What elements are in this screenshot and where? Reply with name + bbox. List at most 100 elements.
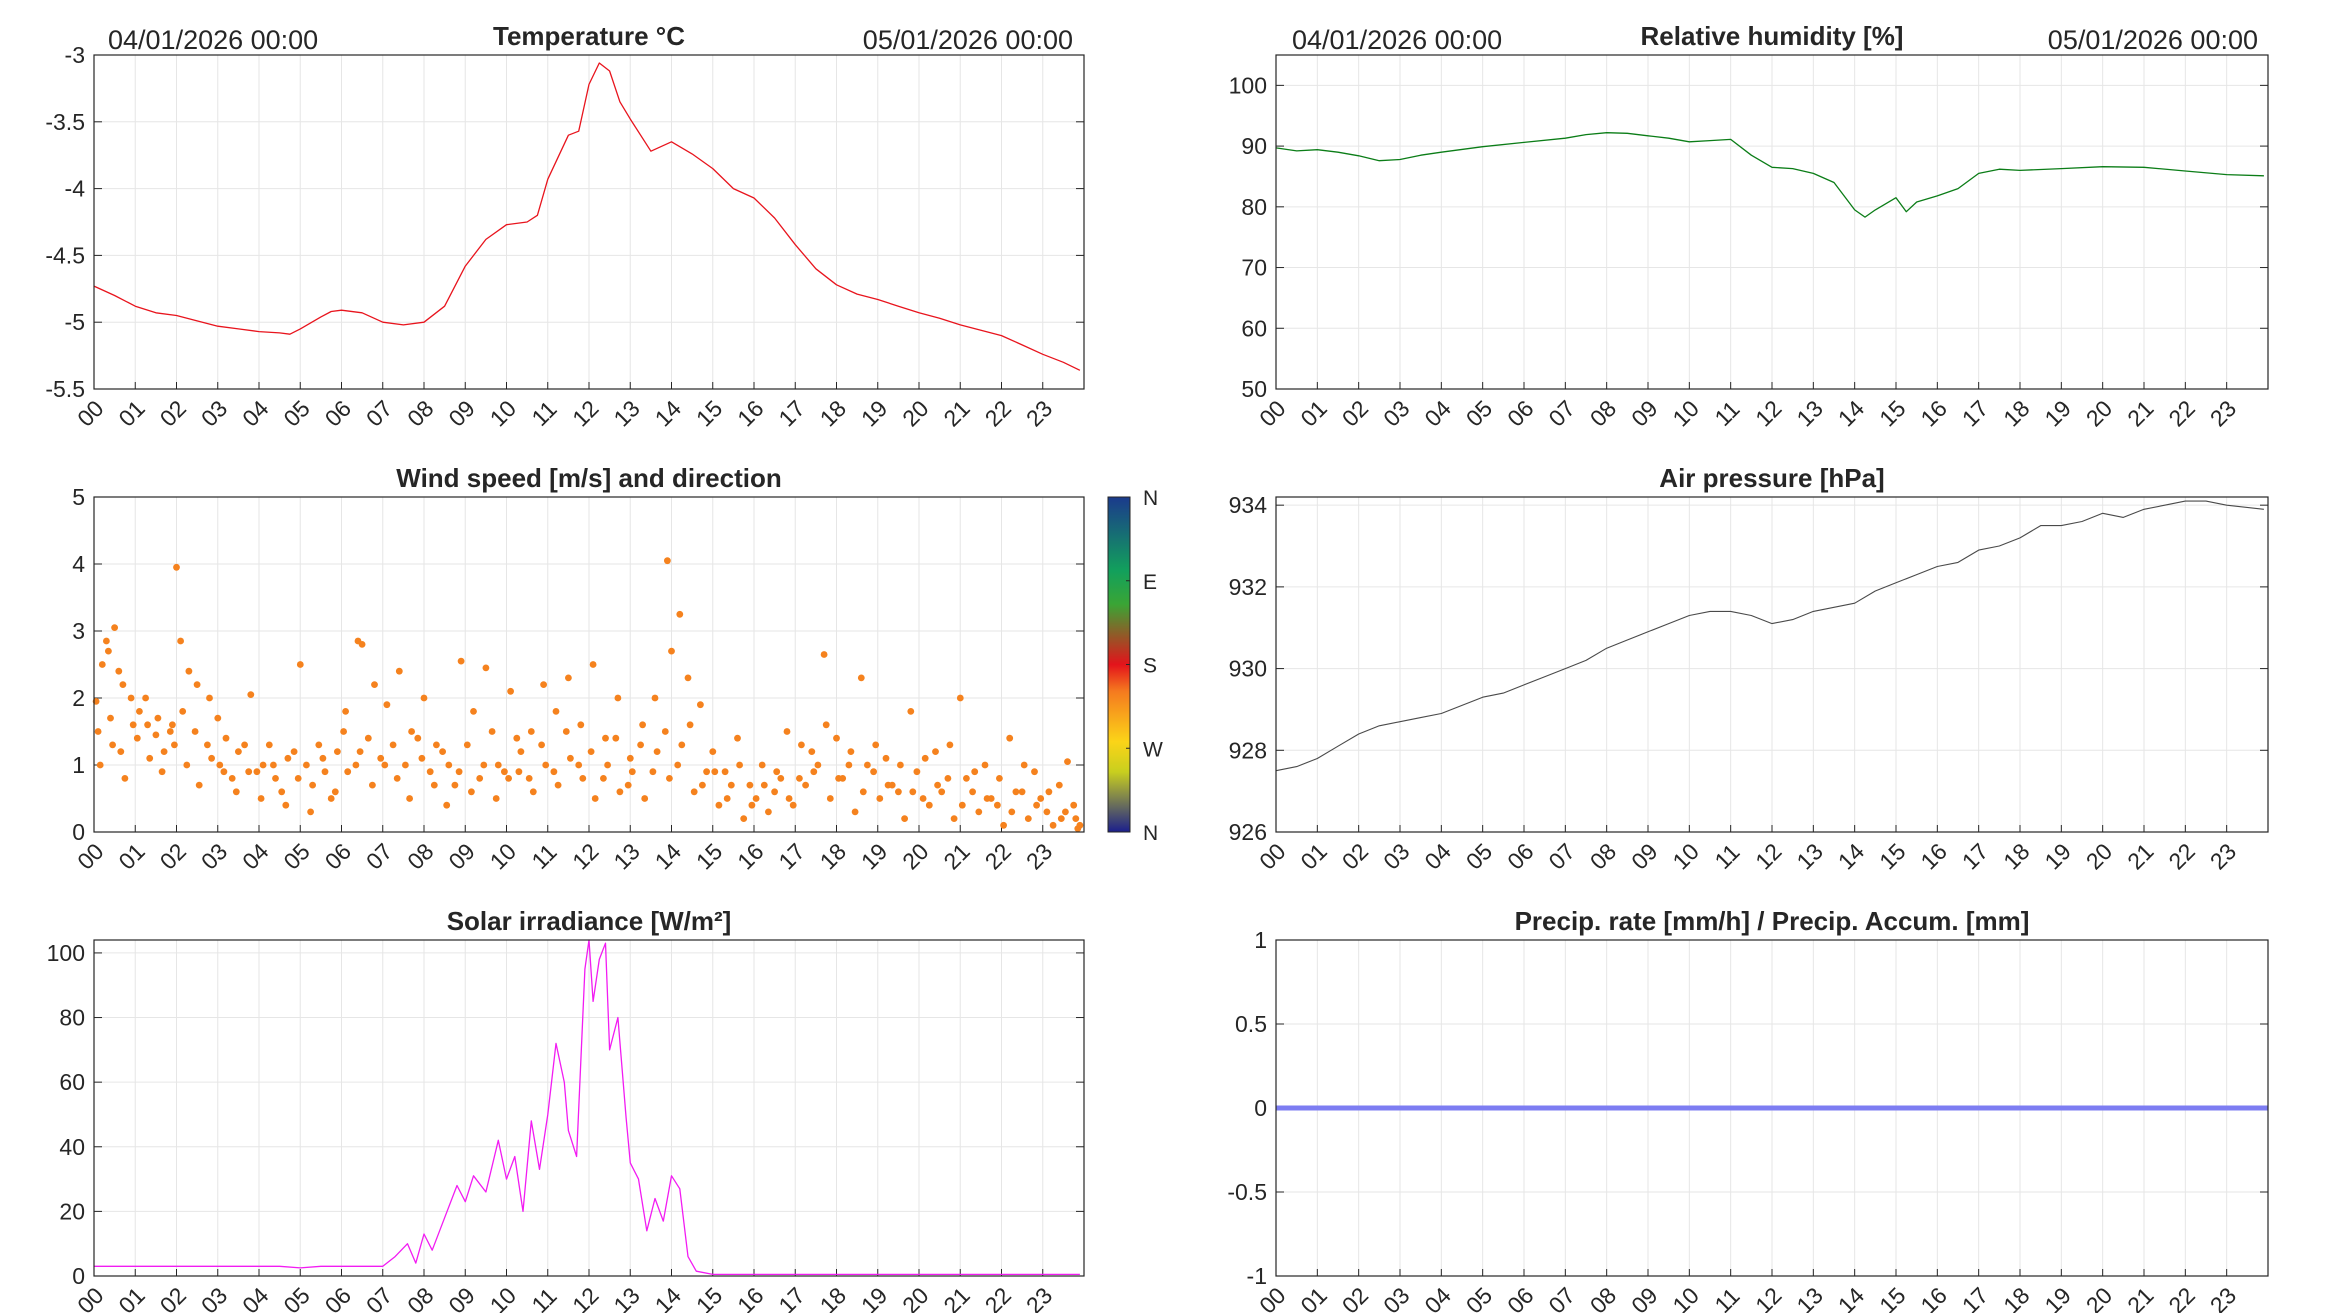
solar-xtick-label: 04 [237,1282,274,1313]
wind-point [676,610,684,618]
wind-point [994,801,1001,809]
pressure-xtick-label: 22 [2163,838,2199,874]
wind-point [1043,808,1051,816]
wind-point [525,775,533,782]
temperature-xtick-label: 17 [773,395,809,431]
wind-point [870,768,877,776]
wind-point [542,761,550,769]
wind-ytick-label: 4 [72,551,85,577]
wind-ytick-label: 5 [72,484,85,510]
precip-ytick-label: 0.5 [1235,1011,1267,1037]
humidity-xtick-label: 04 [1419,395,1456,432]
wind-point [216,761,224,769]
wind-point [651,694,659,702]
wind-point [406,795,413,802]
solar-xtick-label: 16 [732,1282,768,1313]
humidity-xtick-label: 01 [1295,395,1331,431]
humidity-series-line [1275,132,2264,218]
wind-point [395,667,403,675]
end-time-right: 05/01/2026 00:00 [2048,25,2258,55]
wind-ytick-label: 3 [72,618,85,644]
wind-point [222,734,230,742]
wind-point [785,795,793,802]
wind-point [859,788,867,796]
wind-point [591,795,599,802]
pressure-ytick-label: 926 [1229,819,1267,845]
wind-xtick-label: 02 [155,838,191,874]
wind-point [1070,801,1078,809]
pressure-ytick-label: 930 [1229,656,1267,682]
wind-point [538,741,545,749]
wind-point [969,788,976,796]
temperature-ytick-label: -4.5 [45,242,85,268]
wind-point [550,768,558,776]
temperature-xtick-label: 13 [608,395,644,431]
wind-chart: 00 01 02 03 04 05 06 07 08 09 10 11 12 13 14 15 16 17 18 19… [72,463,1085,875]
wind-point [1033,801,1040,809]
wind-point [468,788,475,796]
wind-point [296,661,304,668]
wind-point [119,681,127,688]
wind-point [133,734,141,742]
wind-point [1031,768,1038,776]
wind-point [1057,815,1065,822]
wind-ytick-label: 2 [72,685,85,711]
wind-axes-box [93,496,1085,833]
humidity-xtick-label: 22 [2163,395,2199,431]
temperature-xtick-label: 19 [856,395,892,431]
wind-point [835,775,842,782]
wind-point [527,728,535,735]
precip-ytick-label: -0.5 [1227,1179,1267,1205]
temperature-ytick-label: -4 [65,176,86,202]
wind-point [699,781,706,789]
solar-xtick-label: 15 [691,1282,727,1313]
wind-point [981,761,989,769]
wind-point [319,754,327,762]
wind-point [191,728,199,735]
temperature-xtick-label: 05 [278,395,314,431]
pressure-xtick-label: 18 [1998,838,2034,874]
wind-point [1020,761,1028,769]
wind-point [565,674,572,682]
pressure-xtick-label: 11 [1709,839,1744,874]
humidity-xtick-label: 13 [1791,395,1827,431]
wind-point [1012,788,1020,796]
wind-point [369,781,376,789]
wind-xtick-label: 17 [773,838,809,874]
wind-point [136,708,143,715]
wind-point [540,681,547,688]
wind-point [278,788,286,796]
wind-point [668,647,675,655]
temperature-xtick-label: 01 [113,395,149,431]
wind-point [864,761,871,769]
wind-point [661,728,669,735]
humidity-xtick-label: 03 [1378,395,1414,431]
humidity-xtick-label: 09 [1626,395,1662,431]
wind-xtick-label: 23 [1021,838,1057,874]
wind-xtick-label: 08 [402,838,438,874]
wind-point [315,741,323,749]
pressure-xtick-label: 13 [1791,838,1827,874]
wind-point [616,788,624,796]
wind-point [505,775,512,782]
humidity-xtick-label: 02 [1337,395,1373,431]
start-time-right: 04/01/2026 00:00 [1292,25,1502,55]
wind-point [352,761,360,769]
pressure-xtick-label: 10 [1667,838,1703,874]
pressure-xtick-label: 03 [1378,838,1414,874]
precip-xtick-label: 04 [1419,1282,1456,1313]
wind-point [857,674,865,682]
precip-xtick-label: 18 [1998,1282,2034,1313]
wind-point [932,748,939,755]
wind-point [996,775,1003,782]
wind-point [1037,795,1045,802]
wind-point [127,694,135,702]
wind-point [1076,821,1084,829]
pressure-axes-box [1275,496,2269,833]
wind-point [612,734,620,742]
temperature-xtick-label: 06 [320,395,356,431]
humidity-chart: 00 01 02 03 04 05 06 07 08 09 10 11 12 13 14 15 16 17 18 19… [1229,21,2269,432]
wind-xtick-label: 05 [278,838,314,874]
wind-point [562,728,570,735]
wind-point [686,721,694,729]
